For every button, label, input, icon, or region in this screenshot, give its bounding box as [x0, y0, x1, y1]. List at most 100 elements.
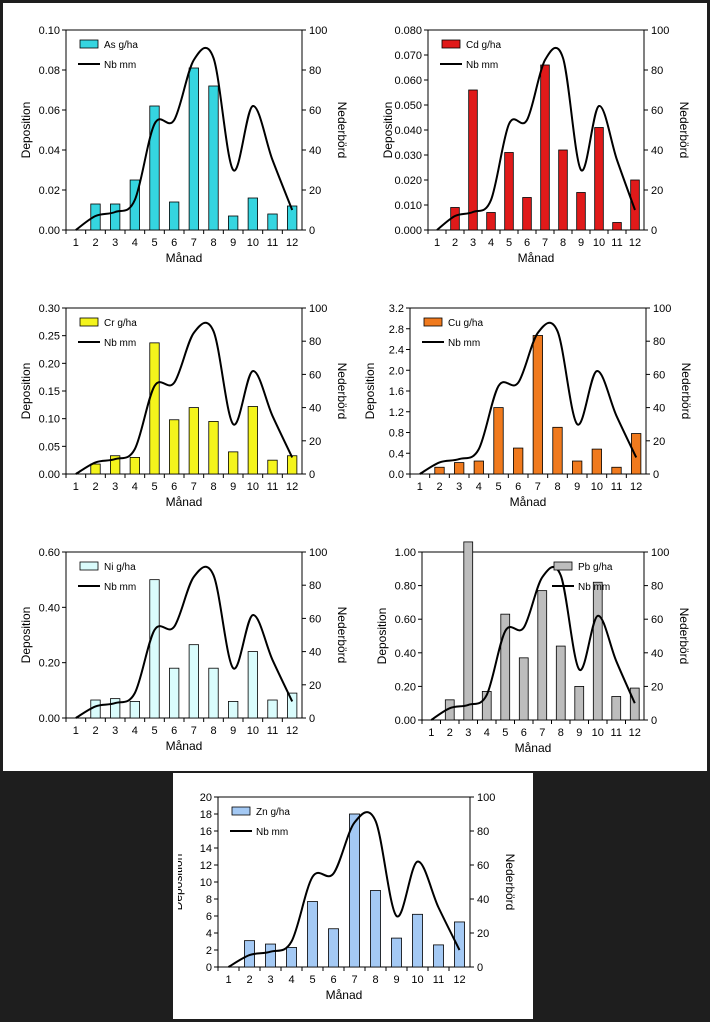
y2-axis-title: Nederbörd [335, 363, 348, 420]
legend-bar-label: Cu g/ha [448, 318, 483, 329]
y-tick-label: 0.25 [39, 331, 60, 343]
plot-area [427, 29, 645, 231]
x-tick-label: 9 [576, 727, 582, 739]
y-tick-label: 0.02 [39, 185, 60, 197]
y2-tick-label: 20 [309, 185, 321, 197]
x-tick-label: 4 [132, 481, 138, 493]
bar-month-8 [208, 421, 219, 475]
chart-cu: 0.0 0.4 0.8 1.2 1.6 2.0 2.4 2.8 3.2 0 20 40 60 80 100 1… [360, 296, 700, 526]
y-tick-label: 14 [200, 843, 212, 855]
bar-month-12 [630, 179, 640, 231]
y2-tick-label: 100 [651, 25, 669, 37]
x-tick-label: 10 [593, 237, 605, 249]
y-tick-label: 0.00 [395, 715, 416, 727]
y2-axis-title: Nederbörd [679, 363, 693, 420]
x-tick-label: 9 [230, 237, 236, 249]
legend-bar-swatch [79, 317, 99, 327]
y-tick-label: 0.04 [39, 145, 60, 157]
y-tick-label: 0.20 [395, 681, 416, 693]
bar-month-12 [287, 692, 298, 719]
bar-month-2 [90, 463, 101, 475]
y2-axis-title: Nederbörd [677, 102, 691, 159]
bar-month-11 [611, 696, 622, 721]
chart-pb: 0.00 0.20 0.40 0.60 0.80 1.00 0 20 40 60 80 100 1 2 3 4… [360, 540, 700, 768]
legend-bar-swatch [441, 39, 461, 49]
legend-line-label: Nb mm [104, 582, 136, 593]
chart-cr-svg: 0.00 0.05 0.10 0.15 0.20 0.25 0.30 0 20 40 60 80 100… [19, 303, 348, 509]
x-tick-label: 2 [447, 727, 453, 739]
y-tick-label: 0.010 [394, 200, 422, 212]
y-tick-label: 0.000 [394, 225, 422, 237]
x-tick-label: 11 [611, 481, 622, 493]
bar-month-9 [228, 451, 239, 475]
y-tick-label: 4 [206, 928, 212, 940]
legend-bar-swatch [79, 39, 99, 49]
x-tick-label: 12 [286, 481, 298, 493]
y-tick-label: 3.2 [389, 303, 404, 315]
bar-month-12 [631, 433, 642, 475]
legend-bar-label: Pb g/ha [578, 562, 613, 573]
y2-tick-label: 80 [651, 581, 663, 593]
bar-month-6 [328, 928, 339, 968]
legend-bar-label: Cd g/ha [466, 40, 501, 51]
y-tick-label: 0.030 [394, 150, 422, 162]
bar-month-12 [287, 455, 298, 475]
bar-month-6 [169, 419, 180, 475]
bar-month-9 [574, 685, 585, 721]
legend-bar-swatch [79, 561, 99, 571]
x-tick-label: 5 [502, 727, 508, 739]
y-tick-label: 1.2 [389, 407, 404, 419]
x-axis-title: Månad [166, 251, 203, 265]
y-axis-title: Deposition [19, 607, 33, 664]
bar-month-8 [370, 890, 381, 968]
y-tick-label: 0.20 [39, 658, 60, 670]
y2-tick-label: 60 [651, 105, 663, 117]
y-tick-label: 0.040 [394, 125, 422, 137]
x-tick-label: 6 [171, 237, 177, 249]
bar-month-4 [129, 179, 140, 231]
x-tick-label: 1 [73, 481, 79, 493]
bar-month-3 [463, 541, 474, 721]
plot-area [217, 796, 471, 968]
x-tick-label: 3 [267, 974, 273, 986]
x-tick-label: 11 [267, 481, 278, 493]
bar-month-10 [594, 127, 604, 231]
x-tick-label: 2 [452, 237, 458, 249]
bar-month-5 [149, 105, 160, 231]
bar-month-10 [247, 651, 258, 719]
legend-bar-label: As g/ha [104, 40, 138, 51]
y2-tick-label: 100 [651, 547, 669, 559]
y2-tick-label: 40 [309, 403, 321, 415]
x-tick-label: 2 [436, 481, 442, 493]
bar-month-9 [572, 460, 583, 475]
bar-month-7 [532, 335, 543, 475]
x-tick-label: 7 [539, 727, 545, 739]
legend-bar-swatch [553, 561, 573, 571]
y-tick-label: 0.060 [394, 75, 422, 87]
bar-month-8 [208, 667, 219, 719]
bar-month-9 [228, 700, 239, 719]
bar-month-9 [228, 215, 239, 231]
x-tick-label: 10 [411, 974, 423, 986]
x-tick-label: 11 [611, 237, 622, 249]
x-tick-label: 1 [428, 727, 434, 739]
bar-month-4 [473, 460, 484, 475]
y2-tick-label: 40 [309, 647, 321, 659]
y2-tick-label: 60 [477, 860, 489, 872]
y2-axis-title: Nederbörd [335, 607, 348, 664]
chart-zn: 0 2 4 6 8 10 12 14 16 18 20 0 20 40 60 80 100 1 2 3 4 5 6 7 8 9 10… [178, 783, 528, 1017]
x-tick-label: 3 [112, 725, 118, 737]
y2-tick-label: 40 [651, 648, 663, 660]
bar-month-10 [247, 406, 258, 475]
y2-tick-label: 60 [309, 105, 321, 117]
x-tick-label: 11 [267, 237, 278, 249]
chart-cd-svg: 0.000 0.010 0.020 0.030 0.040 0.050 0.060 0.070… [381, 25, 691, 265]
precipitation-line [75, 565, 294, 719]
y-tick-label: 0.00 [39, 225, 60, 237]
bar-month-7 [349, 813, 360, 968]
x-tick-label: 3 [465, 727, 471, 739]
y2-tick-label: 80 [309, 580, 321, 592]
x-tick-label: 5 [151, 237, 157, 249]
